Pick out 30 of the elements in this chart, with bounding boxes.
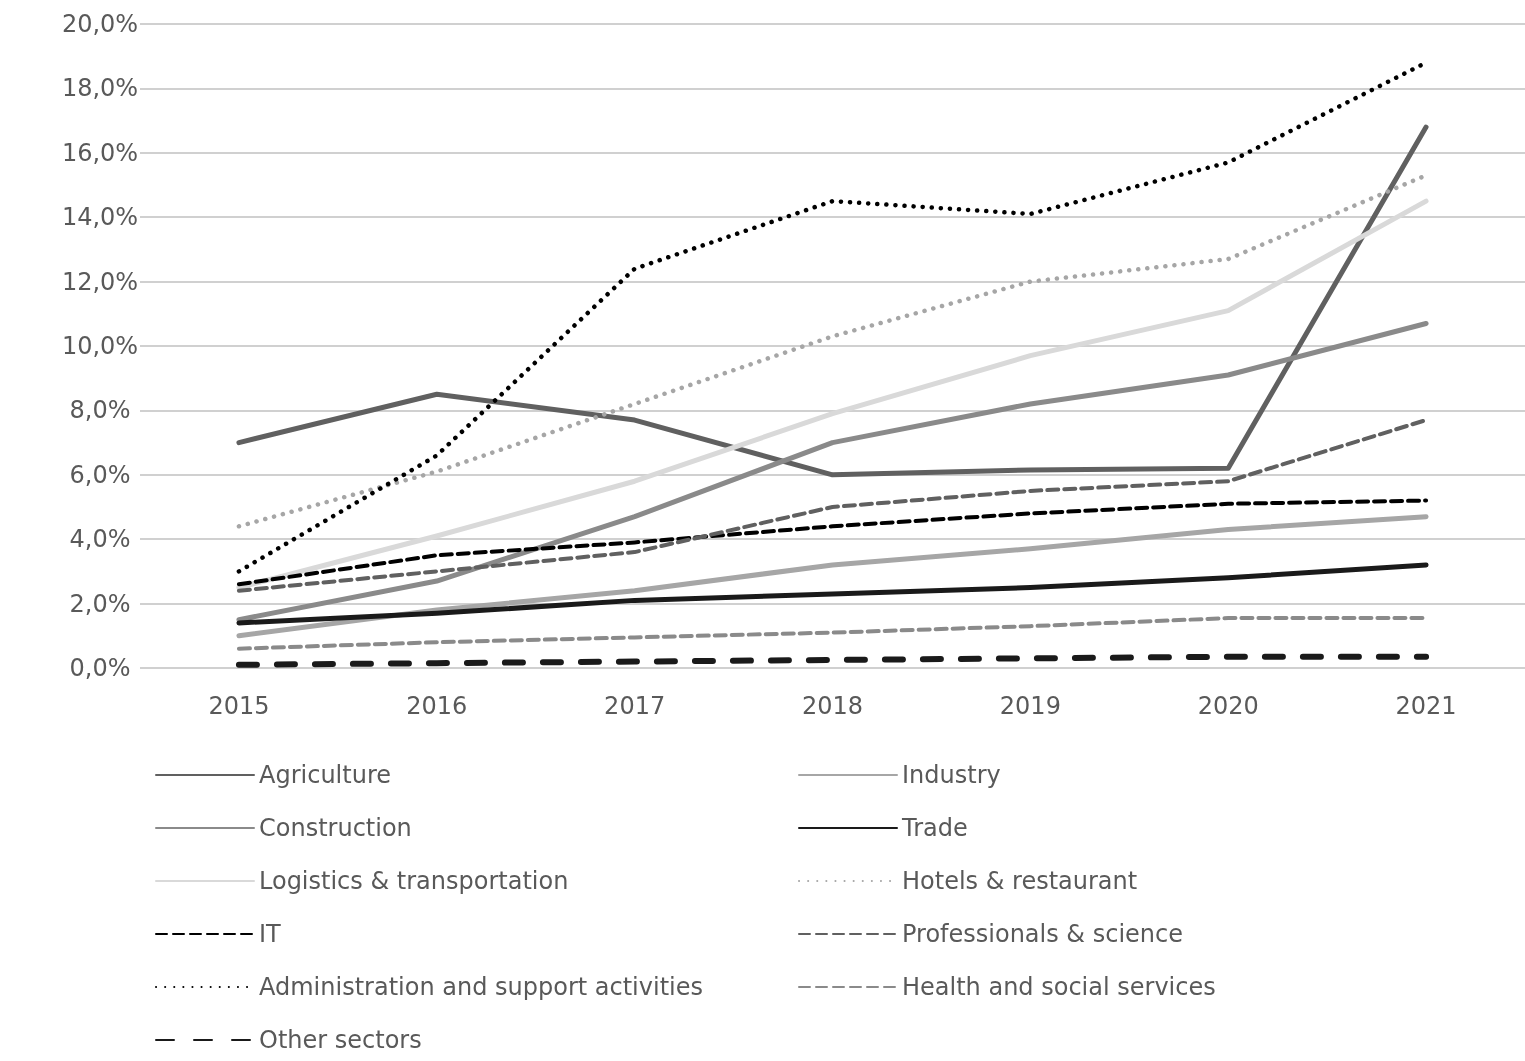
y-tick-label: 10,0%: [61, 332, 139, 360]
y-tick-label: 0,0%: [69, 654, 131, 682]
y-tick-label: 6,0%: [69, 460, 131, 489]
y-tick-label: 2,0%: [69, 589, 131, 618]
x-tick-label: 2021: [1395, 692, 1457, 720]
x-tick-label: 2015: [208, 692, 270, 720]
x-tick-label: 2019: [999, 692, 1061, 720]
x-tick-label: 2017: [604, 692, 666, 720]
legend-label: Other sectors: [259, 1026, 422, 1054]
y-tick-label: 16,0%: [61, 138, 139, 167]
line-series: [236, 498, 1429, 587]
legend-label: Administration and support activities: [259, 973, 703, 1001]
legend-label: Agriculture: [259, 761, 391, 789]
y-tick-label: 8,0%: [69, 396, 131, 425]
legend-label: Professionals & science: [902, 920, 1184, 948]
legend-label: Construction: [259, 814, 412, 842]
legend-label: Trade: [901, 814, 968, 842]
y-tick-label: 12,0%: [61, 267, 139, 296]
y-tick-label: 18,0%: [61, 74, 139, 103]
x-tick-label: 2018: [801, 692, 864, 720]
y-tick-label: 20,0%: [61, 10, 139, 38]
x-tick-label: 2020: [1197, 692, 1259, 720]
y-tick-label: 14,0%: [61, 203, 139, 232]
legend-label: Hotels & restaurant: [902, 867, 1138, 895]
legend-label: IT: [259, 920, 282, 948]
legend-label: Industry: [902, 761, 1001, 789]
legend-label: Logistics & transportation: [259, 867, 569, 895]
x-tick-label: 2016: [406, 692, 468, 720]
y-tick-label: 4,0%: [69, 525, 131, 554]
legend-label: Health and social services: [902, 973, 1216, 1001]
